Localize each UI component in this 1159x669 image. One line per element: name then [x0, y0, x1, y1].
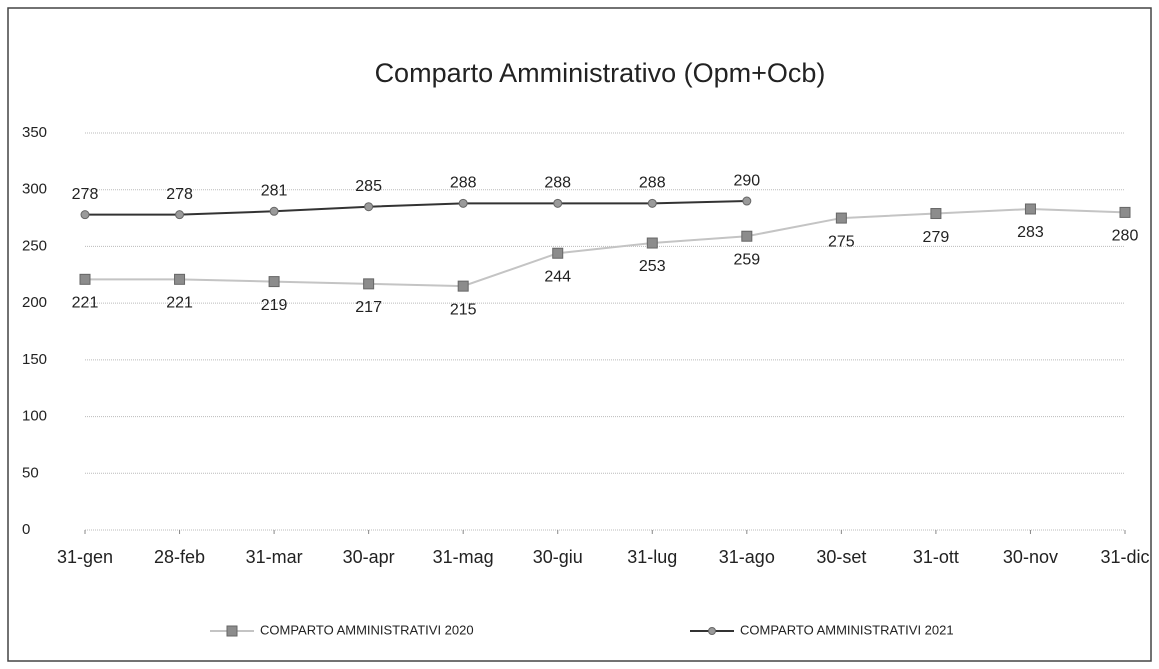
y-tick-label: 50	[22, 464, 39, 481]
marker	[1119, 206, 1131, 218]
data-label: 281	[261, 182, 288, 199]
data-label: 280	[1112, 228, 1139, 245]
y-tick-label: 300	[22, 181, 47, 198]
y-tick-label: 200	[22, 294, 47, 311]
marker	[174, 273, 186, 285]
marker	[175, 210, 185, 220]
legend-marker	[708, 627, 716, 635]
marker	[458, 198, 468, 208]
marker	[79, 273, 91, 285]
y-tick-label: 0	[22, 521, 30, 538]
chart-title: Comparto Amministrativo (Opm+Ocb)	[375, 58, 826, 88]
data-label: 275	[828, 233, 855, 250]
marker	[269, 206, 279, 216]
marker	[930, 208, 942, 220]
series-line	[85, 207, 1126, 288]
x-tick-label: 28-feb	[154, 547, 205, 567]
marker	[552, 247, 564, 259]
x-tick-label: 31-mar	[246, 547, 303, 567]
x-tick-label: 30-giu	[533, 547, 583, 567]
data-label: 244	[544, 268, 571, 285]
data-label: 290	[733, 172, 760, 189]
series-line	[85, 200, 747, 216]
legend-label: COMPARTO AMMINISTRATIVI 2021	[740, 622, 954, 637]
marker	[457, 280, 469, 292]
marker	[647, 198, 657, 208]
data-label: 288	[639, 175, 666, 192]
x-tick-label: 31-ott	[913, 547, 959, 567]
y-tick-label: 100	[22, 408, 47, 425]
marker	[268, 276, 280, 288]
legend-marker	[226, 625, 238, 637]
x-tick-label: 31-dic	[1100, 547, 1149, 567]
marker	[1024, 203, 1036, 215]
data-label: 217	[355, 299, 382, 316]
data-label: 259	[733, 251, 760, 268]
marker	[742, 196, 752, 206]
marker	[364, 202, 374, 212]
data-label: 278	[72, 186, 99, 203]
data-label: 288	[544, 175, 571, 192]
x-tick-label: 31-lug	[627, 547, 677, 567]
data-label: 278	[166, 186, 193, 203]
x-tick-label: 31-mag	[433, 547, 494, 567]
y-tick-label: 150	[22, 351, 47, 368]
x-tick-label: 31-gen	[57, 547, 113, 567]
y-tick-label: 350	[22, 124, 47, 141]
x-tick-label: 30-nov	[1003, 547, 1058, 567]
data-label: 219	[261, 297, 288, 314]
data-label: 221	[166, 295, 193, 312]
chart-border	[7, 7, 1152, 662]
marker	[835, 212, 847, 224]
marker	[646, 237, 658, 249]
x-tick-label: 31-ago	[719, 547, 775, 567]
data-label: 253	[639, 258, 666, 275]
y-tick-label: 250	[22, 237, 47, 254]
legend-label: COMPARTO AMMINISTRATIVI 2020	[260, 622, 474, 637]
data-label: 221	[72, 295, 99, 312]
data-label: 215	[450, 301, 477, 318]
marker	[553, 198, 563, 208]
marker	[363, 278, 375, 290]
x-tick-label: 30-apr	[343, 547, 395, 567]
marker	[741, 230, 753, 242]
data-label: 283	[1017, 224, 1044, 241]
data-label: 279	[923, 229, 950, 246]
data-label: 288	[450, 175, 477, 192]
x-tick-label: 30-set	[816, 547, 866, 567]
marker	[80, 210, 90, 220]
data-label: 285	[355, 178, 382, 195]
